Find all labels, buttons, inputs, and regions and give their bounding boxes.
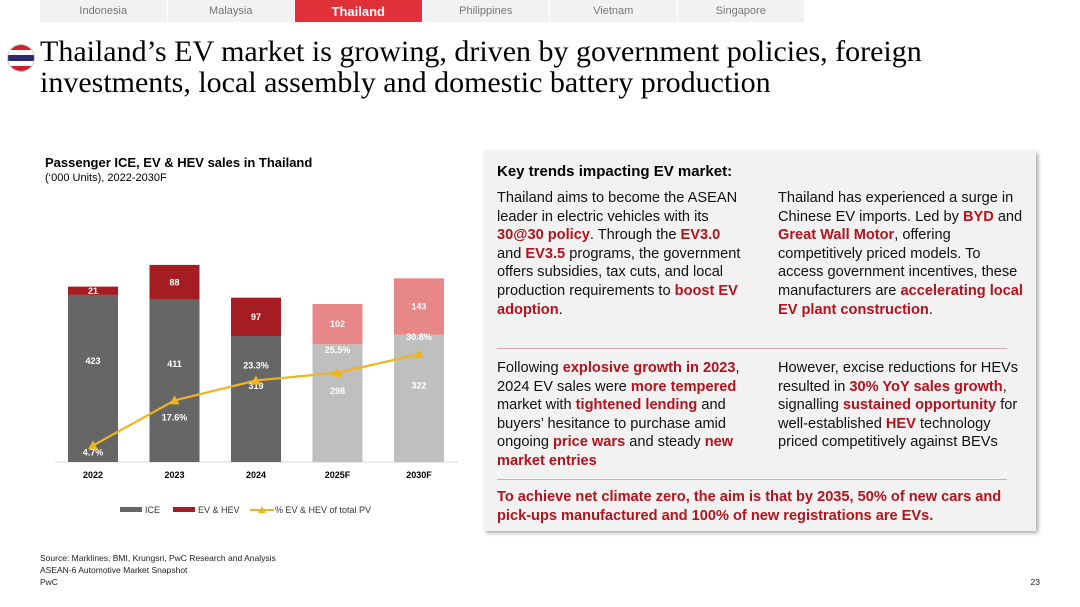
legend-swatch-ev-hev [173, 507, 195, 512]
country-tabs: Indonesia Malaysia Thailand Philippines … [40, 0, 805, 22]
paragraph-text: , signalling [778, 378, 1007, 414]
paragraph-text: . [928, 301, 933, 318]
x-tick-label: 2025F [325, 470, 351, 480]
document-name: ASEAN-6 Automotive Market Snapshot [40, 565, 188, 575]
share-label: 25.5% [325, 345, 351, 355]
legend-label-ev-hev: EV & HEV [198, 505, 240, 515]
paragraph-text: programs, the government offers subsidie… [497, 245, 741, 299]
highlight-text: EV3.5 [525, 245, 566, 262]
share-label: 17.6% [162, 412, 188, 422]
ice-value-label: 322 [411, 380, 426, 390]
paragraph-text: , 2024 EV sales were [497, 360, 740, 395]
paragraph-text: and buyers’ hesitance to purchase amid o… [497, 397, 727, 451]
paragraph-text: and steady [625, 434, 705, 451]
bar-ice-2023 [149, 299, 200, 462]
tab-vietnam[interactable]: Vietnam [550, 0, 678, 22]
paragraph-text: Thailand aims to become the ASEAN leader… [497, 190, 738, 225]
legend-swatch-ice [120, 507, 142, 512]
divider [497, 348, 1007, 349]
tab-singapore[interactable]: Singapore [677, 0, 805, 22]
ice-value-label: 423 [85, 356, 100, 366]
bar-ice-2024 [231, 335, 281, 462]
thailand-flag-icon [7, 44, 35, 72]
x-tick-label: 2022 [83, 470, 103, 480]
highlight-text: 30% YoY sales growth [849, 378, 1003, 395]
divider [497, 479, 1007, 480]
ev-hev-value-label: 102 [330, 319, 345, 329]
trend-paragraph-imports: Thailand has experienced a surge in Chin… [778, 189, 1028, 319]
tab-indonesia[interactable]: Indonesia [40, 0, 168, 22]
ice-value-label: 319 [248, 381, 263, 391]
paragraph-text: and [497, 245, 526, 262]
paragraph-text: . Through the [589, 227, 681, 244]
chart-subtitle: (‘000 Units), 2022-2030F [45, 172, 167, 184]
bar-ev-hev-2022 [68, 286, 118, 295]
paragraph-text: market with [497, 397, 576, 414]
highlight-text: HEV [885, 415, 916, 432]
paragraph-text: . [558, 301, 563, 318]
tab-philippines[interactable]: Philippines [422, 0, 550, 22]
bar-ice-2025F [312, 344, 363, 462]
highlight-text: more tempered [630, 378, 737, 395]
tab-malaysia[interactable]: Malaysia [167, 0, 295, 22]
highlight-text: tightened lending [575, 397, 698, 414]
sales-chart: 423 21 2022 411 88 2023 319 97 2024 298 102 2025F 32… [55, 264, 458, 515]
share-label: 23.3% [243, 360, 269, 370]
ev-hev-value-label: 97 [251, 312, 261, 322]
ice-value-label: 411 [167, 359, 182, 369]
paragraph-text: Following [497, 360, 563, 376]
bar-ev-hev-2024 [231, 297, 281, 336]
paragraph-text: and [993, 208, 1023, 225]
x-tick-label: 2023 [164, 470, 184, 480]
share-point [251, 375, 261, 385]
highlight-text: EV3.0 [680, 227, 721, 244]
ice-value-label: 298 [330, 386, 345, 396]
ev-hev-value-label: 143 [411, 302, 426, 312]
highlight-text: explosive growth in 2023 [562, 360, 736, 376]
highlight-text: 30@30 policy [497, 227, 590, 244]
bar-ev-hev-2030F [394, 278, 444, 335]
trend-paragraph-sales: Following explosive growth in 2023, 2024… [497, 359, 762, 471]
bar-ev-hev-2023 [149, 264, 200, 300]
conclusion-text: To achieve net climate zero, the aim is … [497, 489, 1002, 524]
key-trends-title: Key trends impacting EV market: [497, 163, 733, 180]
share-label: 4.7% [83, 448, 104, 458]
highlight-text: sustained opportunity [842, 397, 997, 414]
share-point [414, 349, 424, 359]
page-number: 23 [1030, 577, 1040, 587]
share-point [88, 440, 98, 450]
tab-thailand[interactable]: Thailand [295, 0, 423, 22]
x-tick-label: 2030F [406, 470, 432, 480]
highlight-text: new market entries [497, 434, 734, 469]
ev-hev-value-label: 88 [169, 277, 179, 287]
paragraph-text: for well-established [778, 397, 1018, 432]
highlight-text: BYD [962, 208, 994, 225]
bar-ev-hev-2025F [312, 304, 363, 345]
highlight-text: accelerating local EV plant construction [778, 282, 1023, 318]
share-label: 30.8% [406, 332, 432, 342]
highlight-text: price wars [553, 434, 626, 451]
source-note: Source: Marklines, BMI, Krungsri, PwC Re… [40, 553, 276, 563]
share-point [332, 367, 343, 377]
bar-ice-2022 [68, 294, 118, 462]
legend-marker-share [258, 506, 266, 513]
legend-label-ice: ICE [145, 505, 160, 515]
trend-paragraph-hev: However, excise reductions for HEVs resu… [778, 359, 1028, 452]
paragraph-text: Thailand has experienced a surge in Chin… [778, 190, 1014, 225]
highlight-text: Great Wall Motor [778, 227, 895, 244]
ev-hev-value-label: 21 [88, 286, 98, 296]
key-trends-panel: Key trends impacting EV market: Thailand… [484, 151, 1036, 531]
paragraph-text: However, excise reductions for HEVs resu… [778, 360, 1019, 395]
highlight-text: boost EV adoption [497, 282, 738, 318]
trend-paragraph-policy: Thailand aims to become the ASEAN leader… [497, 189, 747, 319]
legend-label-share: % EV & HEV of total PV [275, 505, 371, 515]
share-point [169, 395, 180, 405]
paragraph-text: , offering competitively priced models. … [778, 227, 1018, 299]
paragraph-text: technology priced competitively against … [778, 415, 998, 451]
x-tick-label: 2024 [246, 470, 266, 480]
page-title: Thailand’s EV market is growing, driven … [40, 35, 922, 99]
chart-title: Passenger ICE, EV & HEV sales in Thailan… [45, 155, 313, 170]
company-name: PwC [40, 577, 58, 587]
